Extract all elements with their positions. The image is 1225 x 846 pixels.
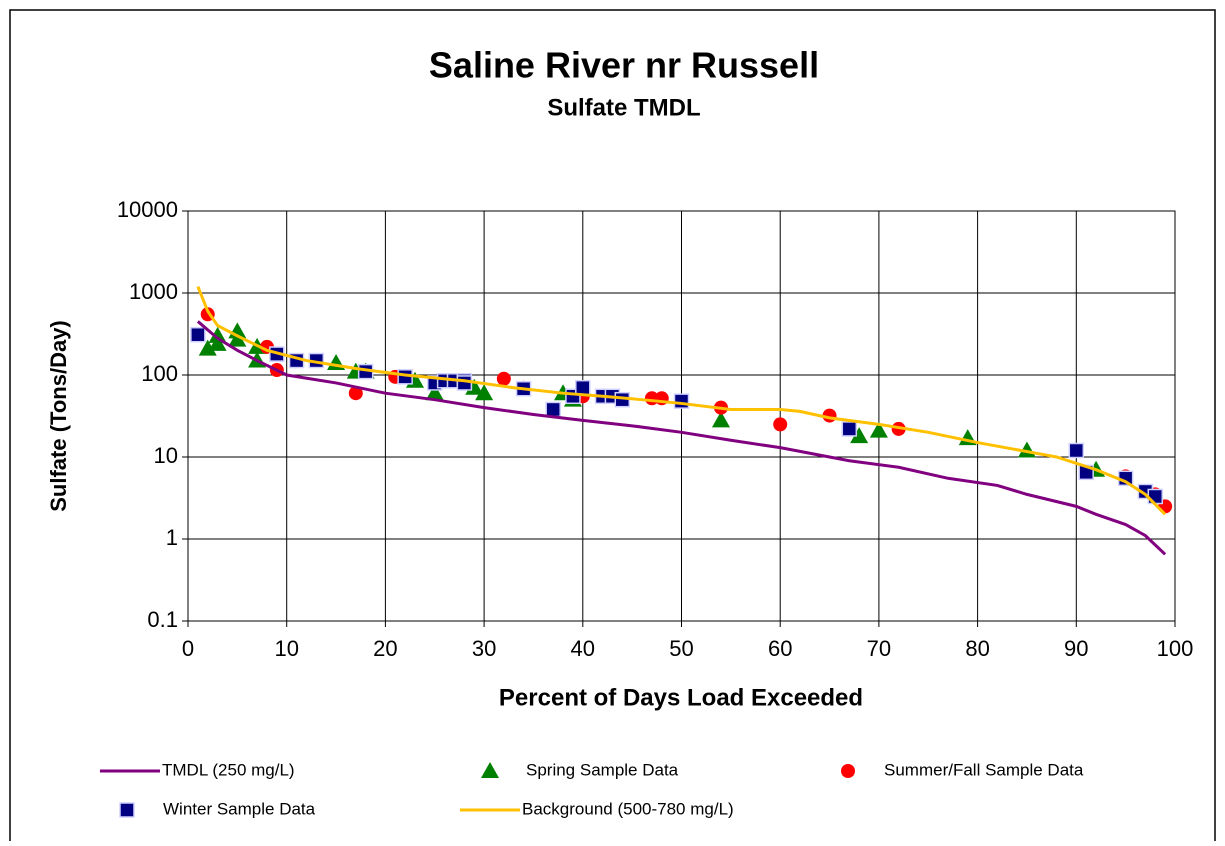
data-point <box>773 417 788 432</box>
x-tick-label: 80 <box>965 636 989 661</box>
data-point <box>425 384 444 401</box>
data-point <box>475 384 494 401</box>
legend-label: Summer/Fall Sample Data <box>884 760 1084 779</box>
data-point <box>228 330 247 347</box>
series-line <box>196 285 1167 516</box>
y-tick-label: 0.1 <box>147 607 178 632</box>
chart-title: Saline River nr Russell <box>429 45 819 86</box>
data-point <box>841 421 858 437</box>
y-tick-label: 10 <box>154 443 178 468</box>
data-point <box>673 393 690 409</box>
data-point <box>869 421 888 438</box>
data-point <box>496 371 511 386</box>
data-point <box>711 411 730 428</box>
x-tick-label: 0 <box>182 636 194 661</box>
y-tick-label: 100 <box>141 361 178 386</box>
chart-subtitle: Sulfate TMDL <box>547 94 700 121</box>
series-line <box>196 320 1167 556</box>
legend-label: Background (500-780 mg/L) <box>522 799 734 818</box>
x-tick-label: 40 <box>571 636 595 661</box>
legend-label: Spring Sample Data <box>526 760 679 779</box>
data-point <box>575 379 591 396</box>
data-point <box>208 334 227 351</box>
data-point <box>348 386 363 401</box>
x-tick-label: 60 <box>768 636 792 661</box>
x-tick-label: 10 <box>274 636 298 661</box>
legend-marker <box>119 802 135 818</box>
data-point <box>198 339 217 356</box>
data-point <box>850 427 869 444</box>
data-point <box>1068 442 1085 459</box>
y-tick-label: 10000 <box>117 197 178 222</box>
legend-marker <box>481 762 499 778</box>
x-tick-label: 20 <box>373 636 397 661</box>
y-tick-label: 1000 <box>129 279 178 304</box>
data-point <box>190 326 206 343</box>
data-point <box>465 378 484 395</box>
x-tick-label: 50 <box>669 636 693 661</box>
data-point <box>545 401 561 418</box>
x-tick-label: 70 <box>867 636 891 661</box>
x-tick-label: 100 <box>1157 636 1194 661</box>
x-tick-label: 30 <box>472 636 496 661</box>
legend-label: Winter Sample Data <box>163 799 316 818</box>
legend-marker <box>841 764 855 778</box>
x-axis-label: Percent of Days Load Exceeded <box>499 684 863 711</box>
y-tick-label: 1 <box>166 525 178 550</box>
y-axis-label: Sulfate (Tons/Day) <box>46 320 71 512</box>
legend-label: TMDL (250 mg/L) <box>162 760 295 779</box>
x-tick-label: 90 <box>1064 636 1088 661</box>
